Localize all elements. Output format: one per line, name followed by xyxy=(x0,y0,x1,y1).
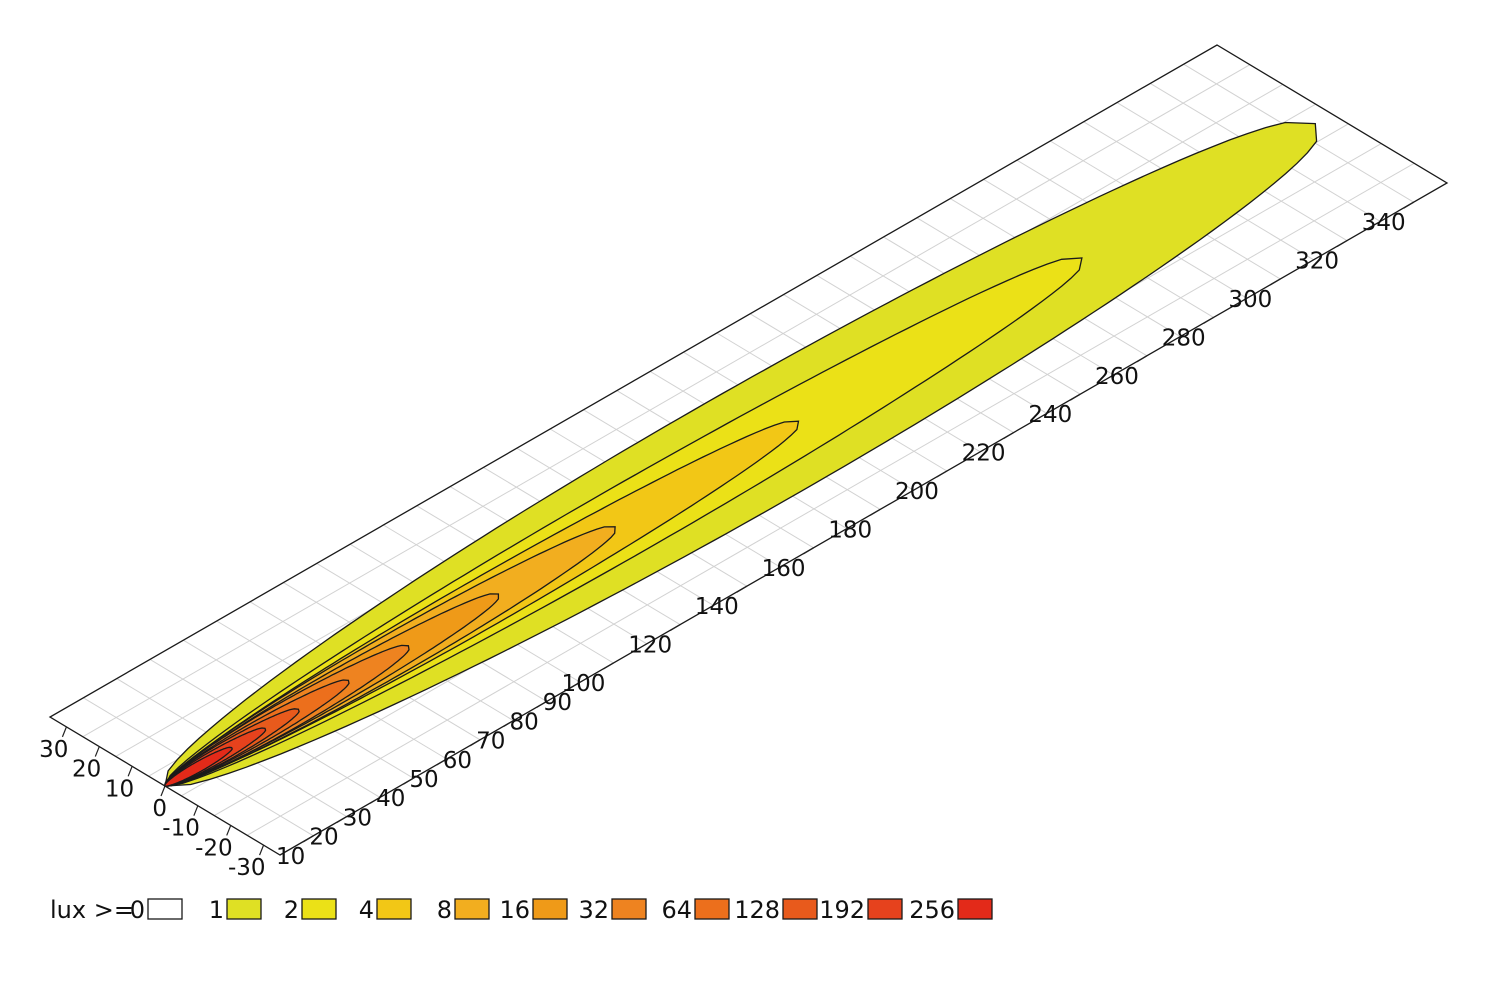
legend-label-8: 8 xyxy=(437,896,452,924)
y-tick-label: 30 xyxy=(39,737,68,763)
x-tick-label: 90 xyxy=(543,690,572,716)
legend-swatch-32 xyxy=(611,898,647,920)
x-tick-label: 180 xyxy=(828,517,872,543)
legend-label-32: 32 xyxy=(578,896,609,924)
legend-label-4: 4 xyxy=(359,896,374,924)
x-tick-label: 60 xyxy=(443,748,472,774)
x-tick-mark xyxy=(603,662,614,670)
legend: lux >= 0 1 2 4 8 16 32 64 128 192 256 xyxy=(50,896,993,924)
y-tick-mark xyxy=(61,726,67,738)
legend-swatch-0 xyxy=(147,898,183,920)
legend-swatch-1 xyxy=(226,898,262,920)
isolux-contours xyxy=(163,121,1318,787)
x-tick-mark xyxy=(1203,316,1214,324)
x-tick-label: 320 xyxy=(1295,249,1339,275)
legend-swatch-16 xyxy=(532,898,568,920)
x-tick-mark xyxy=(869,508,881,516)
legend-prefix: lux >= xyxy=(50,896,134,924)
x-tick-label: 240 xyxy=(1028,402,1072,428)
y-tick-mark xyxy=(94,746,100,757)
x-tick-mark xyxy=(936,470,948,478)
x-tick-mark xyxy=(369,796,381,804)
isolux-contour-256 xyxy=(164,746,233,787)
legend-label-128: 128 xyxy=(734,896,780,924)
x-tick-mark xyxy=(803,547,814,555)
y-tick-label: 0 xyxy=(152,796,167,822)
x-tick-label: 100 xyxy=(562,671,606,697)
x-tick-label: 80 xyxy=(509,709,538,735)
y-tick-label: 10 xyxy=(105,776,134,802)
x-tick-mark xyxy=(503,720,514,728)
legend-swatch-128 xyxy=(782,898,818,920)
x-tick-mark xyxy=(536,700,548,708)
y-tick-mark xyxy=(127,766,133,777)
x-tick-label: 30 xyxy=(343,805,372,831)
legend-label-192: 192 xyxy=(819,896,865,924)
y-tick-label: -30 xyxy=(228,855,266,881)
legend-swatch-2 xyxy=(301,898,337,920)
y-tick-mark xyxy=(193,805,199,816)
x-tick-mark xyxy=(303,835,314,843)
grid-line-y xyxy=(246,162,1415,836)
x-tick-label: 260 xyxy=(1095,364,1139,390)
grid-line-y xyxy=(82,64,1251,738)
x-tick-label: 70 xyxy=(476,729,505,755)
x-tick-label: 20 xyxy=(309,825,338,851)
x-tick-label: 140 xyxy=(695,594,739,620)
x-tick-label: 40 xyxy=(376,786,405,812)
legend-label-0: 0 xyxy=(130,896,145,924)
x-tick-mark xyxy=(1403,201,1414,209)
x-tick-mark xyxy=(336,816,347,824)
legend-label-1: 1 xyxy=(209,896,224,924)
y-tick-label: -10 xyxy=(162,816,200,842)
legend-label-2: 2 xyxy=(284,896,299,924)
x-tick-label: 160 xyxy=(762,556,806,582)
x-tick-label: 200 xyxy=(895,479,939,505)
x-tick-label: 300 xyxy=(1228,287,1272,313)
legend-swatch-64 xyxy=(694,898,730,920)
x-tick-mark xyxy=(403,777,414,785)
x-tick-mark xyxy=(469,739,481,747)
ground-plane-border xyxy=(48,44,1449,856)
x-tick-mark xyxy=(1136,355,1148,363)
legend-label-16: 16 xyxy=(499,896,530,924)
y-tick-label: -20 xyxy=(195,835,233,861)
x-tick-label: 220 xyxy=(962,441,1006,467)
x-tick-label: 50 xyxy=(409,767,438,793)
x-tick-mark xyxy=(1269,278,1281,286)
ground-plane-outline xyxy=(48,44,1449,856)
x-tick-mark xyxy=(736,585,748,593)
x-tick-mark xyxy=(1069,393,1081,401)
x-tick-label: 120 xyxy=(628,633,672,659)
legend-label-64: 64 xyxy=(661,896,692,924)
x-tick-mark xyxy=(569,681,581,689)
legend-swatch-8 xyxy=(454,898,490,920)
x-tick-mark xyxy=(1336,240,1348,248)
y-tick-mark xyxy=(259,844,265,856)
x-tick-label: 340 xyxy=(1362,210,1406,236)
x-tick-mark xyxy=(436,758,448,766)
legend-swatch-192 xyxy=(867,898,903,920)
x-tick-label: 280 xyxy=(1162,325,1206,351)
y-tick-mark xyxy=(226,825,232,836)
x-tick-mark xyxy=(669,624,681,632)
legend-swatch-256 xyxy=(957,898,993,920)
x-tick-label: 10 xyxy=(276,844,305,870)
x-tick-mark xyxy=(1003,432,1014,440)
legend-swatch-4 xyxy=(376,898,412,920)
y-tick-mark xyxy=(160,785,166,797)
y-tick-label: 20 xyxy=(72,757,101,783)
legend-label-256: 256 xyxy=(909,896,955,924)
